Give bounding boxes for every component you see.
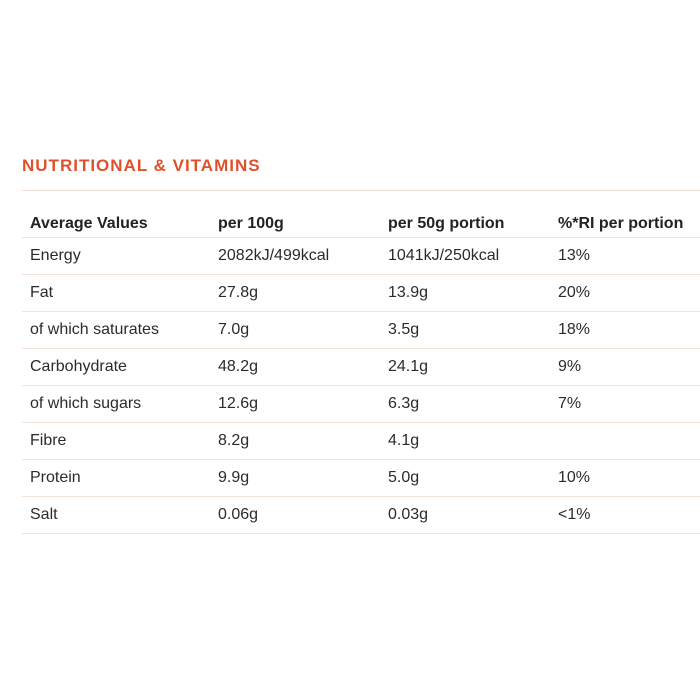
- value-per-portion: 6.3g: [380, 385, 550, 423]
- table-row: Fibre 8.2g 4.1g: [22, 422, 700, 460]
- nutrient-name: Fibre: [22, 422, 210, 460]
- value-per-100g: 7.0g: [210, 311, 380, 349]
- value-per-portion: 3.5g: [380, 311, 550, 349]
- nutrient-name: of which saturates: [22, 311, 210, 349]
- value-per-100g: 27.8g: [210, 274, 380, 312]
- table-row: Carbohydrate 48.2g 24.1g 9%: [22, 348, 700, 386]
- nutrient-name: of which sugars: [22, 385, 210, 423]
- section-title: NUTRITIONAL & VITAMINS: [22, 156, 261, 175]
- nutrient-name: Energy: [22, 237, 210, 275]
- nutrient-name: Salt: [22, 496, 210, 534]
- value-per-portion: 13.9g: [380, 274, 550, 312]
- nutrient-name: Protein: [22, 459, 210, 497]
- table-header-row: Average Values per 100g per 50g portion …: [22, 211, 700, 238]
- table-row: of which saturates 7.0g 3.5g 18%: [22, 311, 700, 349]
- value-per-100g: 9.9g: [210, 459, 380, 497]
- value-ri-percent: 20%: [550, 274, 700, 312]
- header-per-100g: per 100g: [210, 211, 380, 238]
- value-ri-percent: 10%: [550, 459, 700, 497]
- value-per-portion: 4.1g: [380, 422, 550, 460]
- nutrient-name: Carbohydrate: [22, 348, 210, 386]
- table-row: of which sugars 12.6g 6.3g 7%: [22, 385, 700, 423]
- value-ri-percent: [550, 422, 700, 460]
- nutrition-table: Average Values per 100g per 50g portion …: [22, 211, 700, 534]
- value-ri-percent: 7%: [550, 385, 700, 423]
- value-per-100g: 8.2g: [210, 422, 380, 460]
- header-average-values: Average Values: [22, 211, 210, 238]
- value-per-portion: 1041kJ/250kcal: [380, 237, 550, 275]
- table-row: Salt 0.06g 0.03g <1%: [22, 496, 700, 534]
- table-row: Fat 27.8g 13.9g 20%: [22, 274, 700, 312]
- table-row: Protein 9.9g 5.0g 10%: [22, 459, 700, 497]
- table-row: Energy 2082kJ/499kcal 1041kJ/250kcal 13%: [22, 237, 700, 275]
- header-ri-per-portion: %*RI per portion: [550, 211, 700, 238]
- section-divider: [22, 190, 700, 191]
- nutrient-name: Fat: [22, 274, 210, 312]
- nutrition-section: NUTRITIONAL & VITAMINS Average Values pe…: [22, 152, 700, 534]
- header-per-portion: per 50g portion: [380, 211, 550, 238]
- value-per-portion: 5.0g: [380, 459, 550, 497]
- value-per-100g: 2082kJ/499kcal: [210, 237, 380, 275]
- value-per-100g: 0.06g: [210, 496, 380, 534]
- value-ri-percent: 9%: [550, 348, 700, 386]
- value-per-100g: 12.6g: [210, 385, 380, 423]
- value-per-portion: 0.03g: [380, 496, 550, 534]
- value-ri-percent: <1%: [550, 496, 700, 534]
- value-per-100g: 48.2g: [210, 348, 380, 386]
- value-per-portion: 24.1g: [380, 348, 550, 386]
- value-ri-percent: 18%: [550, 311, 700, 349]
- value-ri-percent: 13%: [550, 237, 700, 275]
